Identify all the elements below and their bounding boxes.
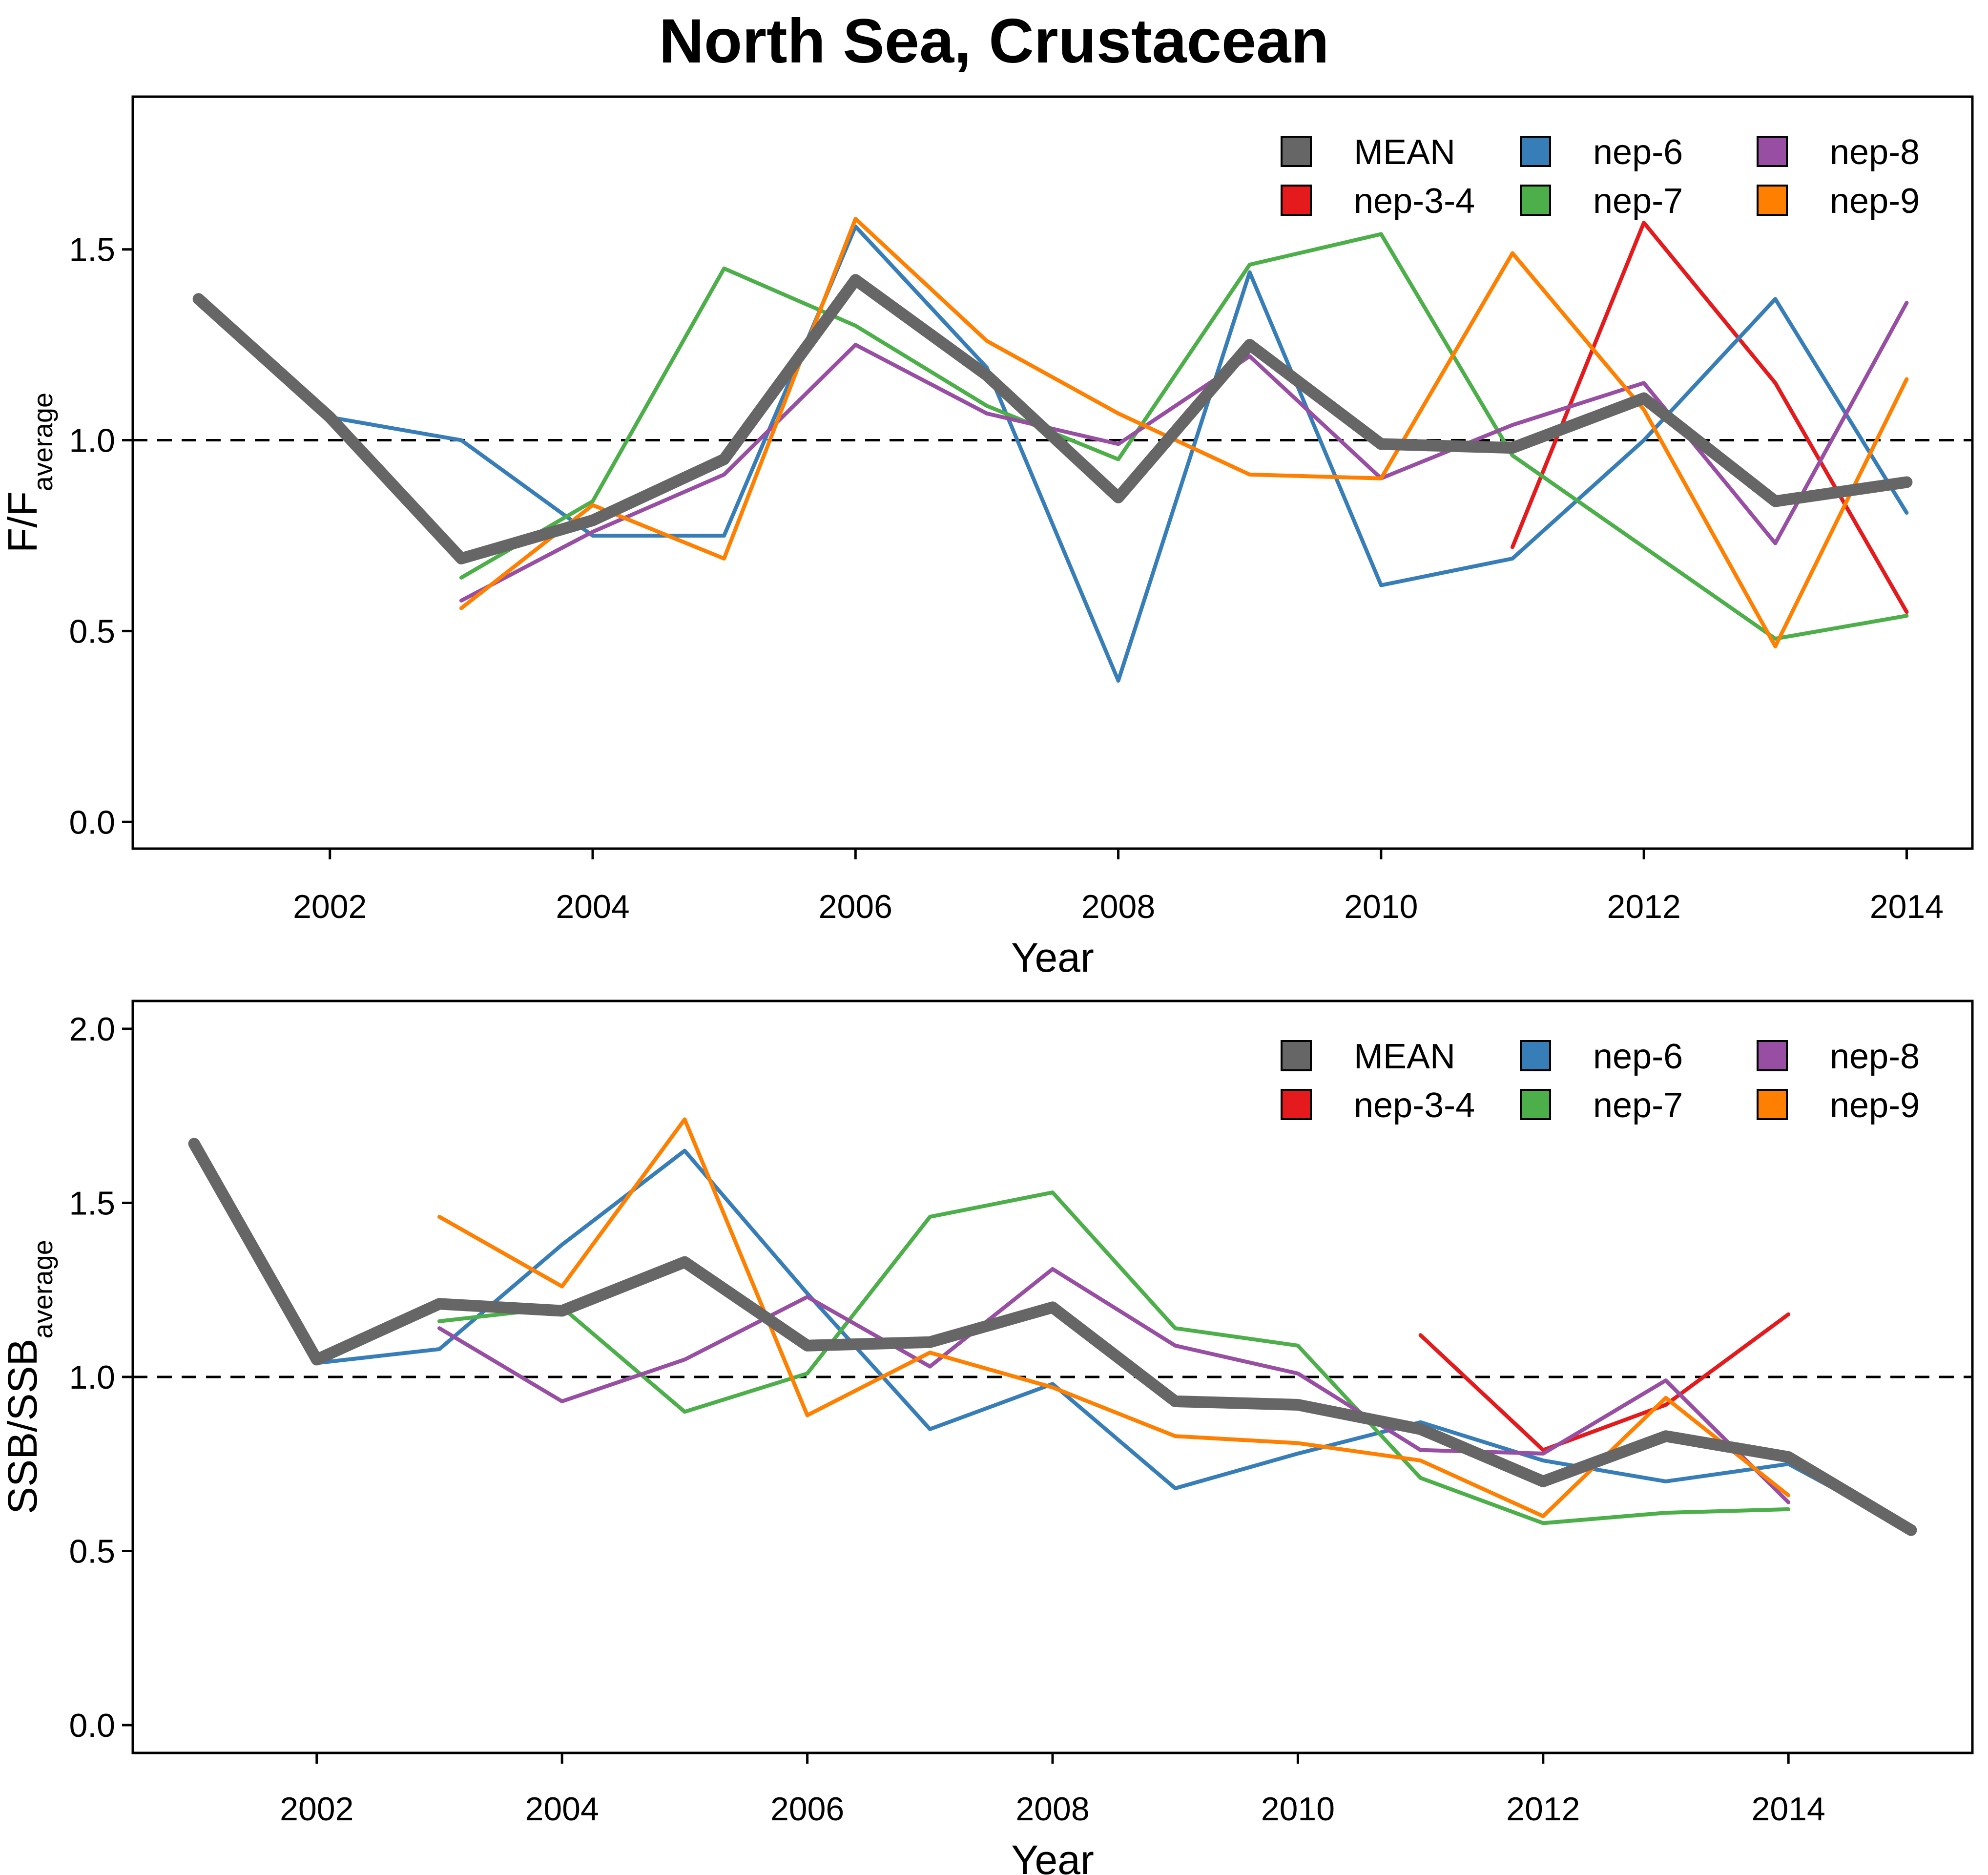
legend-swatch-nep-3-4 <box>1281 1089 1312 1120</box>
x-tick-label: 2008 <box>1081 888 1155 925</box>
series-line-nep-7 <box>459 232 1909 641</box>
legend-swatch-nep-9 <box>1757 185 1788 216</box>
legend-label-nep-7: nep-7 <box>1593 1086 1683 1125</box>
legend-label-nep-6: nep-6 <box>1593 1037 1683 1076</box>
series-line-nep-8 <box>437 1267 1791 1504</box>
x-tick-label: 2002 <box>280 1791 353 1828</box>
legend-label-nep-6: nep-6 <box>1593 133 1683 172</box>
legend-swatch-nep-3-4 <box>1281 185 1312 216</box>
legend-label-nep-8: nep-8 <box>1830 133 1920 172</box>
legend-swatch-nep-8 <box>1757 1040 1788 1071</box>
legend-swatch-nep-7 <box>1520 1089 1551 1120</box>
y-tick-label: 2.0 <box>69 1011 115 1048</box>
legend-label-nep-9: nep-9 <box>1830 1086 1920 1125</box>
y-axis-title: SSB/SSBaverage <box>0 1240 58 1514</box>
series-line-mean <box>188 1138 1917 1536</box>
x-tick-label: 2014 <box>1752 1791 1825 1828</box>
legend-swatch-nep-6 <box>1520 1040 1551 1071</box>
legend-swatch-nep-7 <box>1520 185 1551 216</box>
series-line-nep-9 <box>437 1117 1791 1519</box>
legend-swatch-nep-8 <box>1757 136 1788 167</box>
chart-title: North Sea, Crustacean <box>659 6 1329 76</box>
legend-label-nep-9: nep-9 <box>1830 182 1920 221</box>
x-tick-label: 2004 <box>556 888 629 925</box>
y-tick-label: 1.0 <box>69 1359 115 1396</box>
series-line-nep-6 <box>192 1142 1913 1532</box>
x-tick-label: 2004 <box>525 1791 599 1828</box>
series-line-nep-3-4 <box>1418 1312 1791 1452</box>
legend-label-nep-3-4: nep-3-4 <box>1354 1086 1475 1125</box>
x-tick-label: 2006 <box>770 1791 844 1828</box>
series-line-mean <box>192 274 1913 564</box>
y-tick-label: 0.0 <box>69 804 115 841</box>
legend-swatch-nep-6 <box>1520 136 1551 167</box>
series-line-nep-6 <box>196 224 1909 683</box>
x-tick-label: 2002 <box>293 888 367 925</box>
y-tick-label: 0.5 <box>69 1533 115 1570</box>
series-line-nep-7 <box>437 1190 1791 1525</box>
legend-swatch-mean <box>1281 136 1312 167</box>
legend-swatch-nep-9 <box>1757 1089 1788 1120</box>
y-axis-title: F/Faverage <box>0 393 58 553</box>
y-tick-label: 1.5 <box>69 231 115 269</box>
y-tick-label: 1.5 <box>69 1185 115 1222</box>
panel-fishing-mortality: 0.0 0.5 1.0 1.5 2002 2004 2006 2008 2010 2012 2014… <box>0 95 1974 980</box>
panel-spawning-stock-biomass: 0.0 0.5 1.0 1.5 2.0 2002 2004 2006 2008 2010 2012 2… <box>0 1000 1974 1875</box>
plot-frame <box>131 95 1974 850</box>
x-tick-label: 2010 <box>1261 1791 1335 1828</box>
legend-label-nep-3-4: nep-3-4 <box>1354 182 1475 221</box>
y-tick-label: 0.5 <box>69 613 115 650</box>
y-tick-label: 0.0 <box>69 1707 115 1744</box>
x-tick-label: 2010 <box>1344 888 1418 925</box>
legend-label-nep-8: nep-8 <box>1830 1037 1920 1076</box>
legend-label-mean: MEAN <box>1354 1037 1455 1076</box>
legend-swatch-mean <box>1281 1040 1312 1071</box>
legend-label-nep-7: nep-7 <box>1593 182 1683 221</box>
legend-label-mean: MEAN <box>1354 133 1455 172</box>
x-axis-title: Year <box>1011 1837 1094 1875</box>
x-axis-title: Year <box>1011 935 1094 980</box>
x-tick-label: 2006 <box>819 888 892 925</box>
x-tick-label: 2014 <box>1870 888 1944 925</box>
x-tick-label: 2012 <box>1607 888 1681 925</box>
y-tick-label: 1.0 <box>69 422 115 459</box>
x-tick-label: 2008 <box>1015 1791 1089 1828</box>
series-line-nep-9 <box>459 217 1909 648</box>
x-tick-label: 2012 <box>1506 1791 1580 1828</box>
